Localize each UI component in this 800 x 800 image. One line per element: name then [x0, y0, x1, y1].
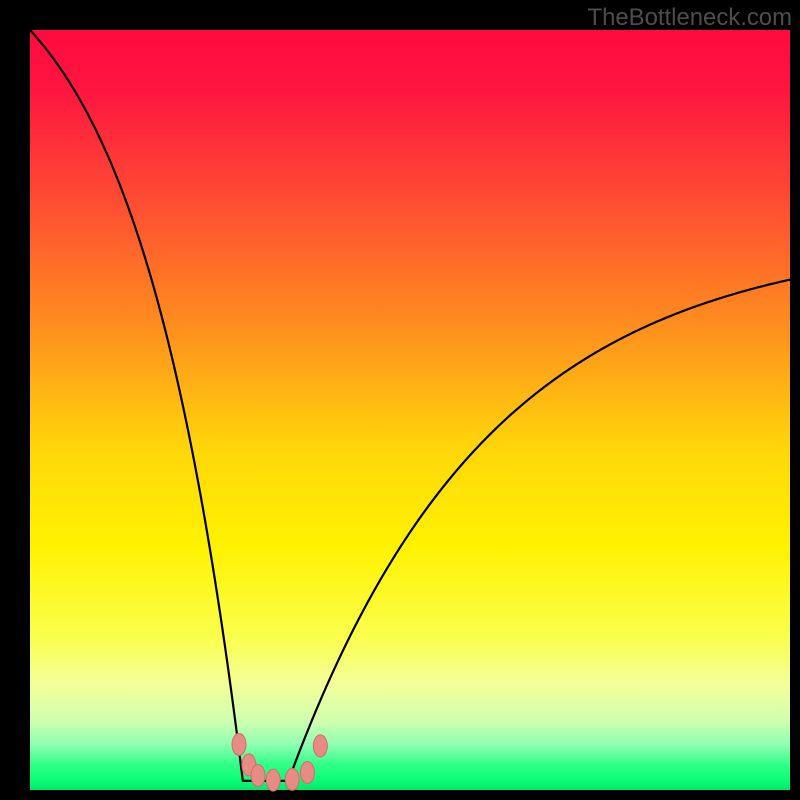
marker-point — [300, 762, 314, 784]
marker-point — [313, 735, 327, 757]
marker-point — [285, 768, 299, 790]
marker-point — [251, 765, 265, 787]
gradient-panel — [30, 30, 790, 790]
marker-point — [232, 733, 246, 755]
stage: TheBottleneck.com — [0, 0, 800, 800]
bottleneck-chart — [0, 0, 800, 800]
watermark-text: TheBottleneck.com — [588, 4, 793, 32]
marker-point — [266, 769, 280, 791]
